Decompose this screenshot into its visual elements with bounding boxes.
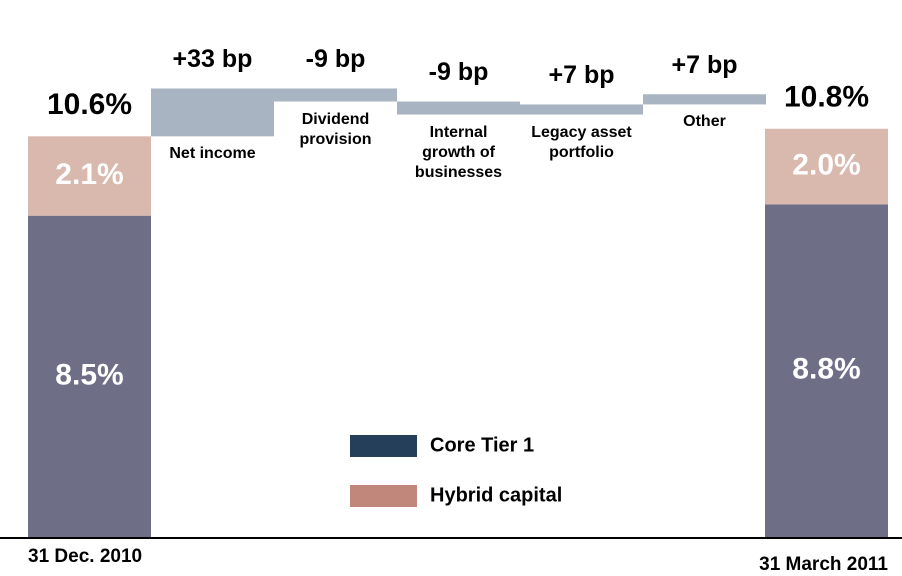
- legend-swatch: [350, 485, 417, 507]
- stack-segment: [765, 128, 888, 205]
- step-label: +33 bp: [173, 45, 253, 73]
- step-category: Other: [683, 113, 726, 131]
- total-label: 10.8%: [784, 81, 869, 114]
- step-category: Internal growth of businesses: [414, 123, 503, 181]
- total-label: 10.6%: [47, 88, 132, 121]
- step-category: Legacy asset portfolio: [531, 123, 632, 161]
- date-label: 31 Dec. 2010: [28, 546, 142, 567]
- step-label: +7 bp: [672, 51, 738, 79]
- step-label: +7 bp: [549, 61, 615, 89]
- step-label: -9 bp: [306, 45, 366, 73]
- segment-label: 8.8%: [792, 353, 860, 386]
- legend-swatch: [350, 435, 417, 457]
- legend-label: Hybrid capital: [430, 484, 562, 506]
- stack-segment: [28, 215, 151, 537]
- legend-label: Core Tier 1: [430, 434, 534, 456]
- step-bar: [151, 88, 274, 137]
- step-bar: [274, 88, 397, 102]
- stack-segment: [28, 136, 151, 216]
- stack-segment: [765, 204, 888, 538]
- segment-label: 2.0%: [792, 148, 860, 181]
- step-bar: [397, 101, 520, 115]
- step-category: Net income: [169, 145, 256, 163]
- segment-label: 8.5%: [55, 358, 123, 391]
- step-label: -9 bp: [429, 58, 489, 86]
- step-bar: [643, 94, 766, 105]
- step-category: Dividend provision: [299, 110, 372, 148]
- segment-label: 2.1%: [55, 158, 123, 191]
- date-label: 31 March 2011: [759, 554, 888, 575]
- step-bar: [520, 104, 643, 115]
